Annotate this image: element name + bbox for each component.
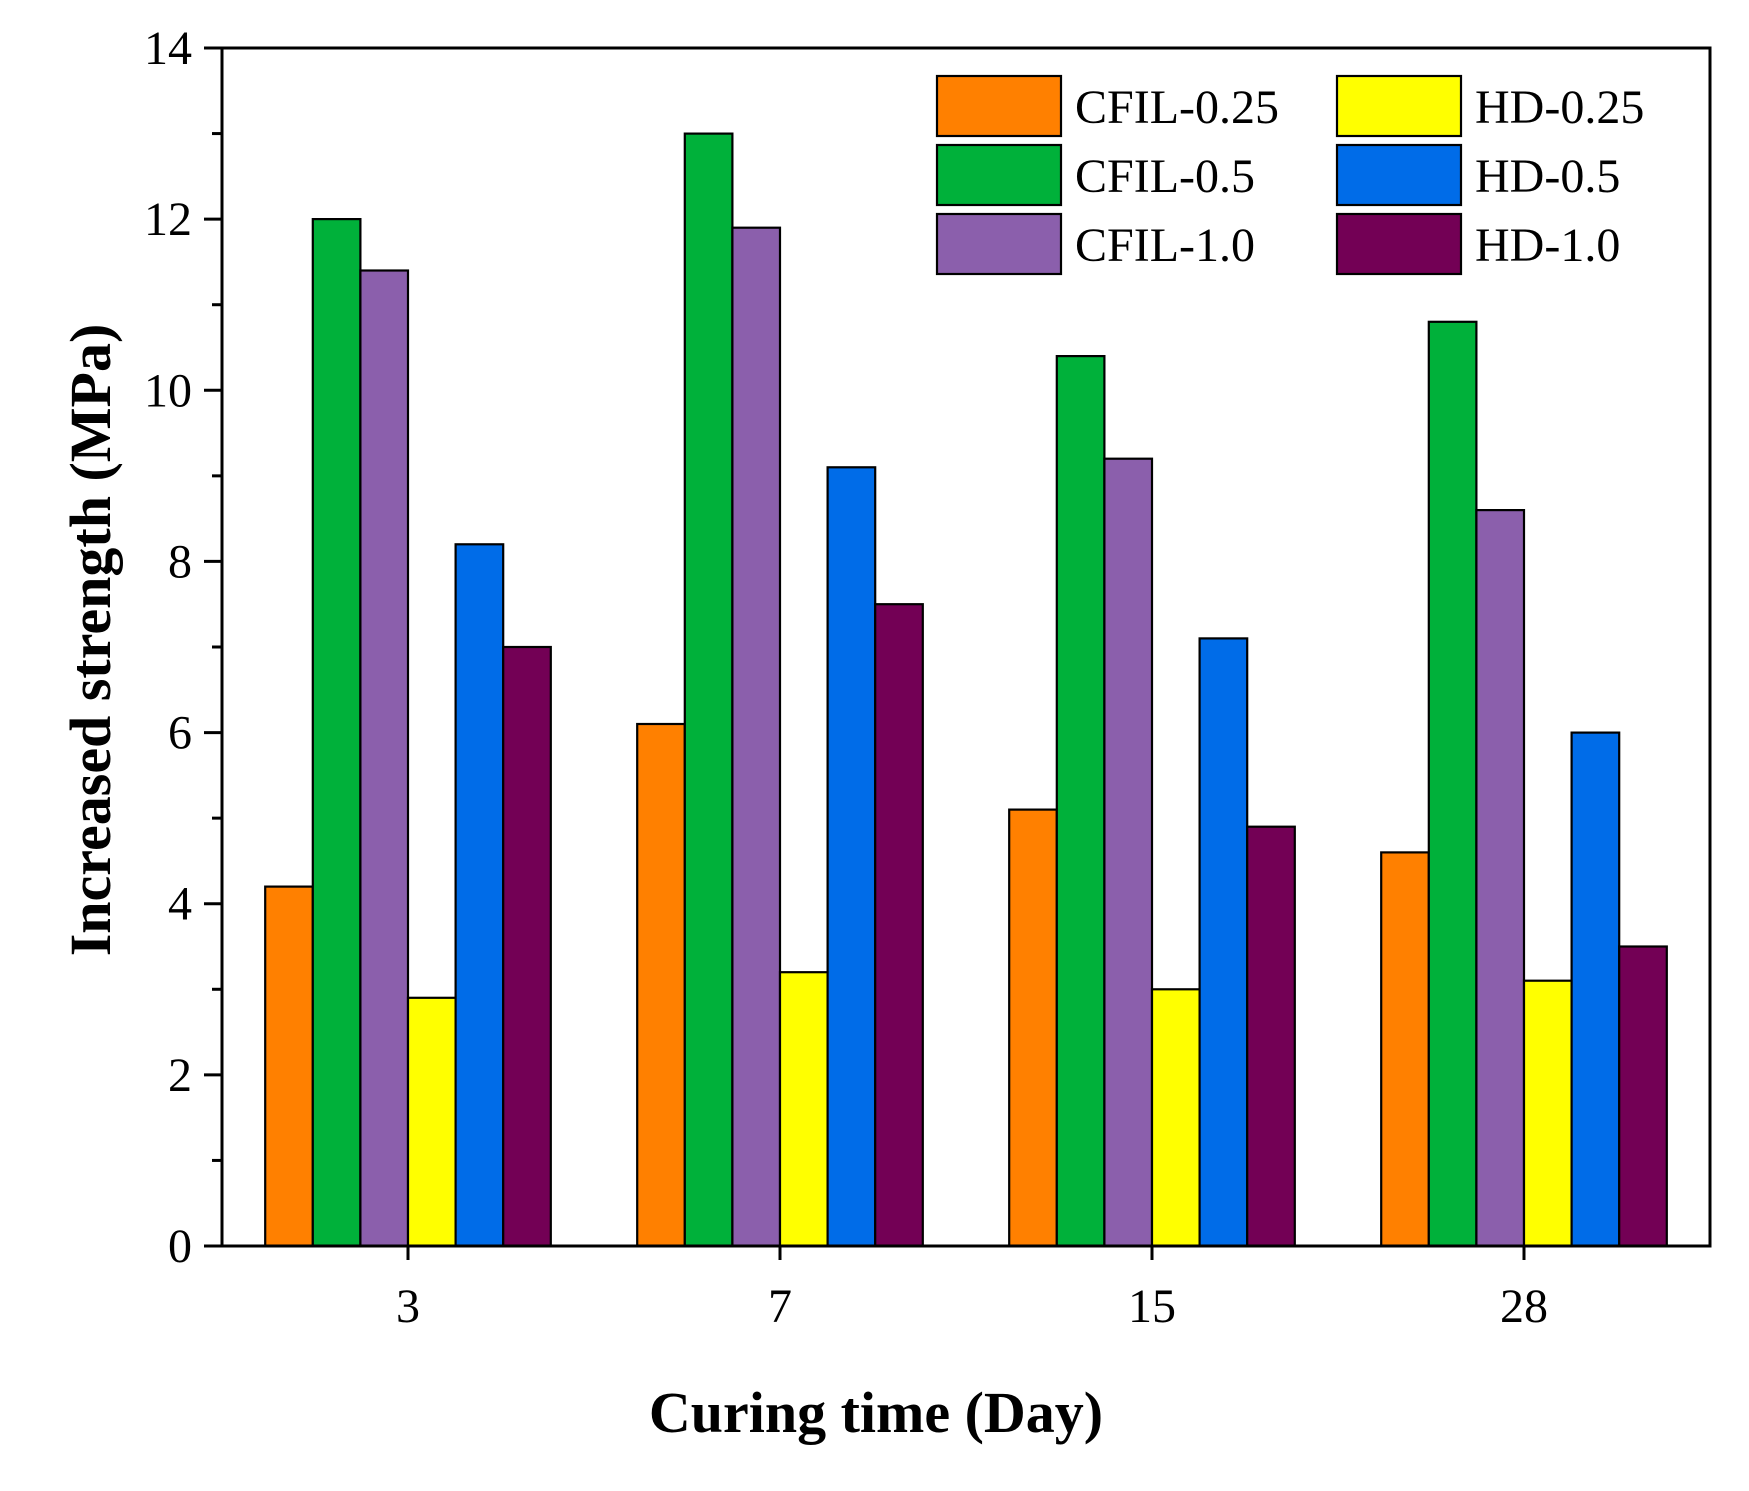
y-tick-label: 2 <box>168 1049 192 1102</box>
bar-HD-0.25-day-28 <box>1522 979 1573 1248</box>
bars-layer <box>264 132 1668 1248</box>
legend: CFIL-0.25 CFIL-0.5 CFIL-1.0 HD-0.25 HD-0.5 HD… <box>935 74 1644 276</box>
x-axis-title: Curing time (Day) <box>649 1380 1103 1445</box>
legend-label-CFIL-0.5: CFIL-0.5 <box>1075 150 1255 203</box>
ticks-layer: 3 7 15 28 0 2 4 6 8 10 12 14 <box>144 22 1548 1333</box>
legend-swatch-CFIL-0.5 <box>935 143 1063 207</box>
bar-HD-0.25-day-7 <box>778 971 829 1248</box>
bar-CFIL-1.0-day-28 <box>1475 509 1526 1248</box>
bar-CFIL-1.0-day-3 <box>359 269 410 1248</box>
bar-CFIL-0.5-day-3 <box>311 218 362 1248</box>
x-tick-label: 28 <box>1500 1280 1548 1333</box>
bar-CFIL-0.5-day-15 <box>1055 355 1106 1248</box>
bar-CFIL-0.25-day-3 <box>264 885 314 1248</box>
y-tick-label: 8 <box>168 535 192 588</box>
y-axis-title: Increased strength (MPa) <box>58 324 123 957</box>
bar-HD-1.0-day-15 <box>1246 825 1296 1248</box>
bar-CFIL-0.25-day-28 <box>1380 851 1430 1248</box>
bar-HD-0.5-day-3 <box>454 543 505 1248</box>
legend-swatch-HD-1.0 <box>1335 212 1463 276</box>
y-tick-label: 4 <box>168 878 192 931</box>
bar-HD-0.5-day-7 <box>826 466 877 1248</box>
y-tick-label: 10 <box>144 364 192 417</box>
bar-HD-0.25-day-15 <box>1150 988 1201 1248</box>
x-tick-label: 3 <box>396 1280 420 1333</box>
bar-CFIL-0.5-day-7 <box>683 132 734 1248</box>
x-tick-label: 7 <box>768 1280 792 1333</box>
y-tick-label: 0 <box>168 1220 192 1273</box>
legend-label-HD-0.5: HD-0.5 <box>1475 150 1620 203</box>
bar-HD-0.25-day-3 <box>406 996 457 1248</box>
bar-HD-0.5-day-28 <box>1570 731 1621 1248</box>
y-tick-label: 6 <box>168 707 192 760</box>
y-tick-label: 12 <box>144 193 192 246</box>
legend-label-CFIL-1.0: CFIL-1.0 <box>1075 219 1255 272</box>
y-tick-label: 14 <box>144 22 192 75</box>
bar-HD-1.0-day-3 <box>502 645 552 1248</box>
legend-swatch-CFIL-0.25 <box>935 74 1063 138</box>
legend-swatch-HD-0.25 <box>1335 74 1463 138</box>
x-tick-label: 15 <box>1128 1280 1176 1333</box>
bar-CFIL-1.0-day-15 <box>1103 457 1154 1248</box>
legend-label-CFIL-0.25: CFIL-0.25 <box>1075 81 1279 134</box>
bar-CFIL-0.5-day-28 <box>1427 320 1478 1248</box>
legend-label-HD-1.0: HD-1.0 <box>1475 219 1620 272</box>
bar-CFIL-0.25-day-7 <box>636 722 686 1248</box>
bar-CFIL-1.0-day-7 <box>731 226 782 1248</box>
legend-swatch-CFIL-1.0 <box>935 212 1063 276</box>
legend-swatch-HD-0.5 <box>1335 143 1463 207</box>
legend-label-HD-0.25: HD-0.25 <box>1475 81 1644 134</box>
bar-HD-1.0-day-7 <box>874 603 924 1248</box>
bar-CFIL-0.25-day-15 <box>1008 808 1058 1248</box>
bar-HD-1.0-day-28 <box>1618 945 1668 1248</box>
bar-HD-0.5-day-15 <box>1198 637 1249 1248</box>
